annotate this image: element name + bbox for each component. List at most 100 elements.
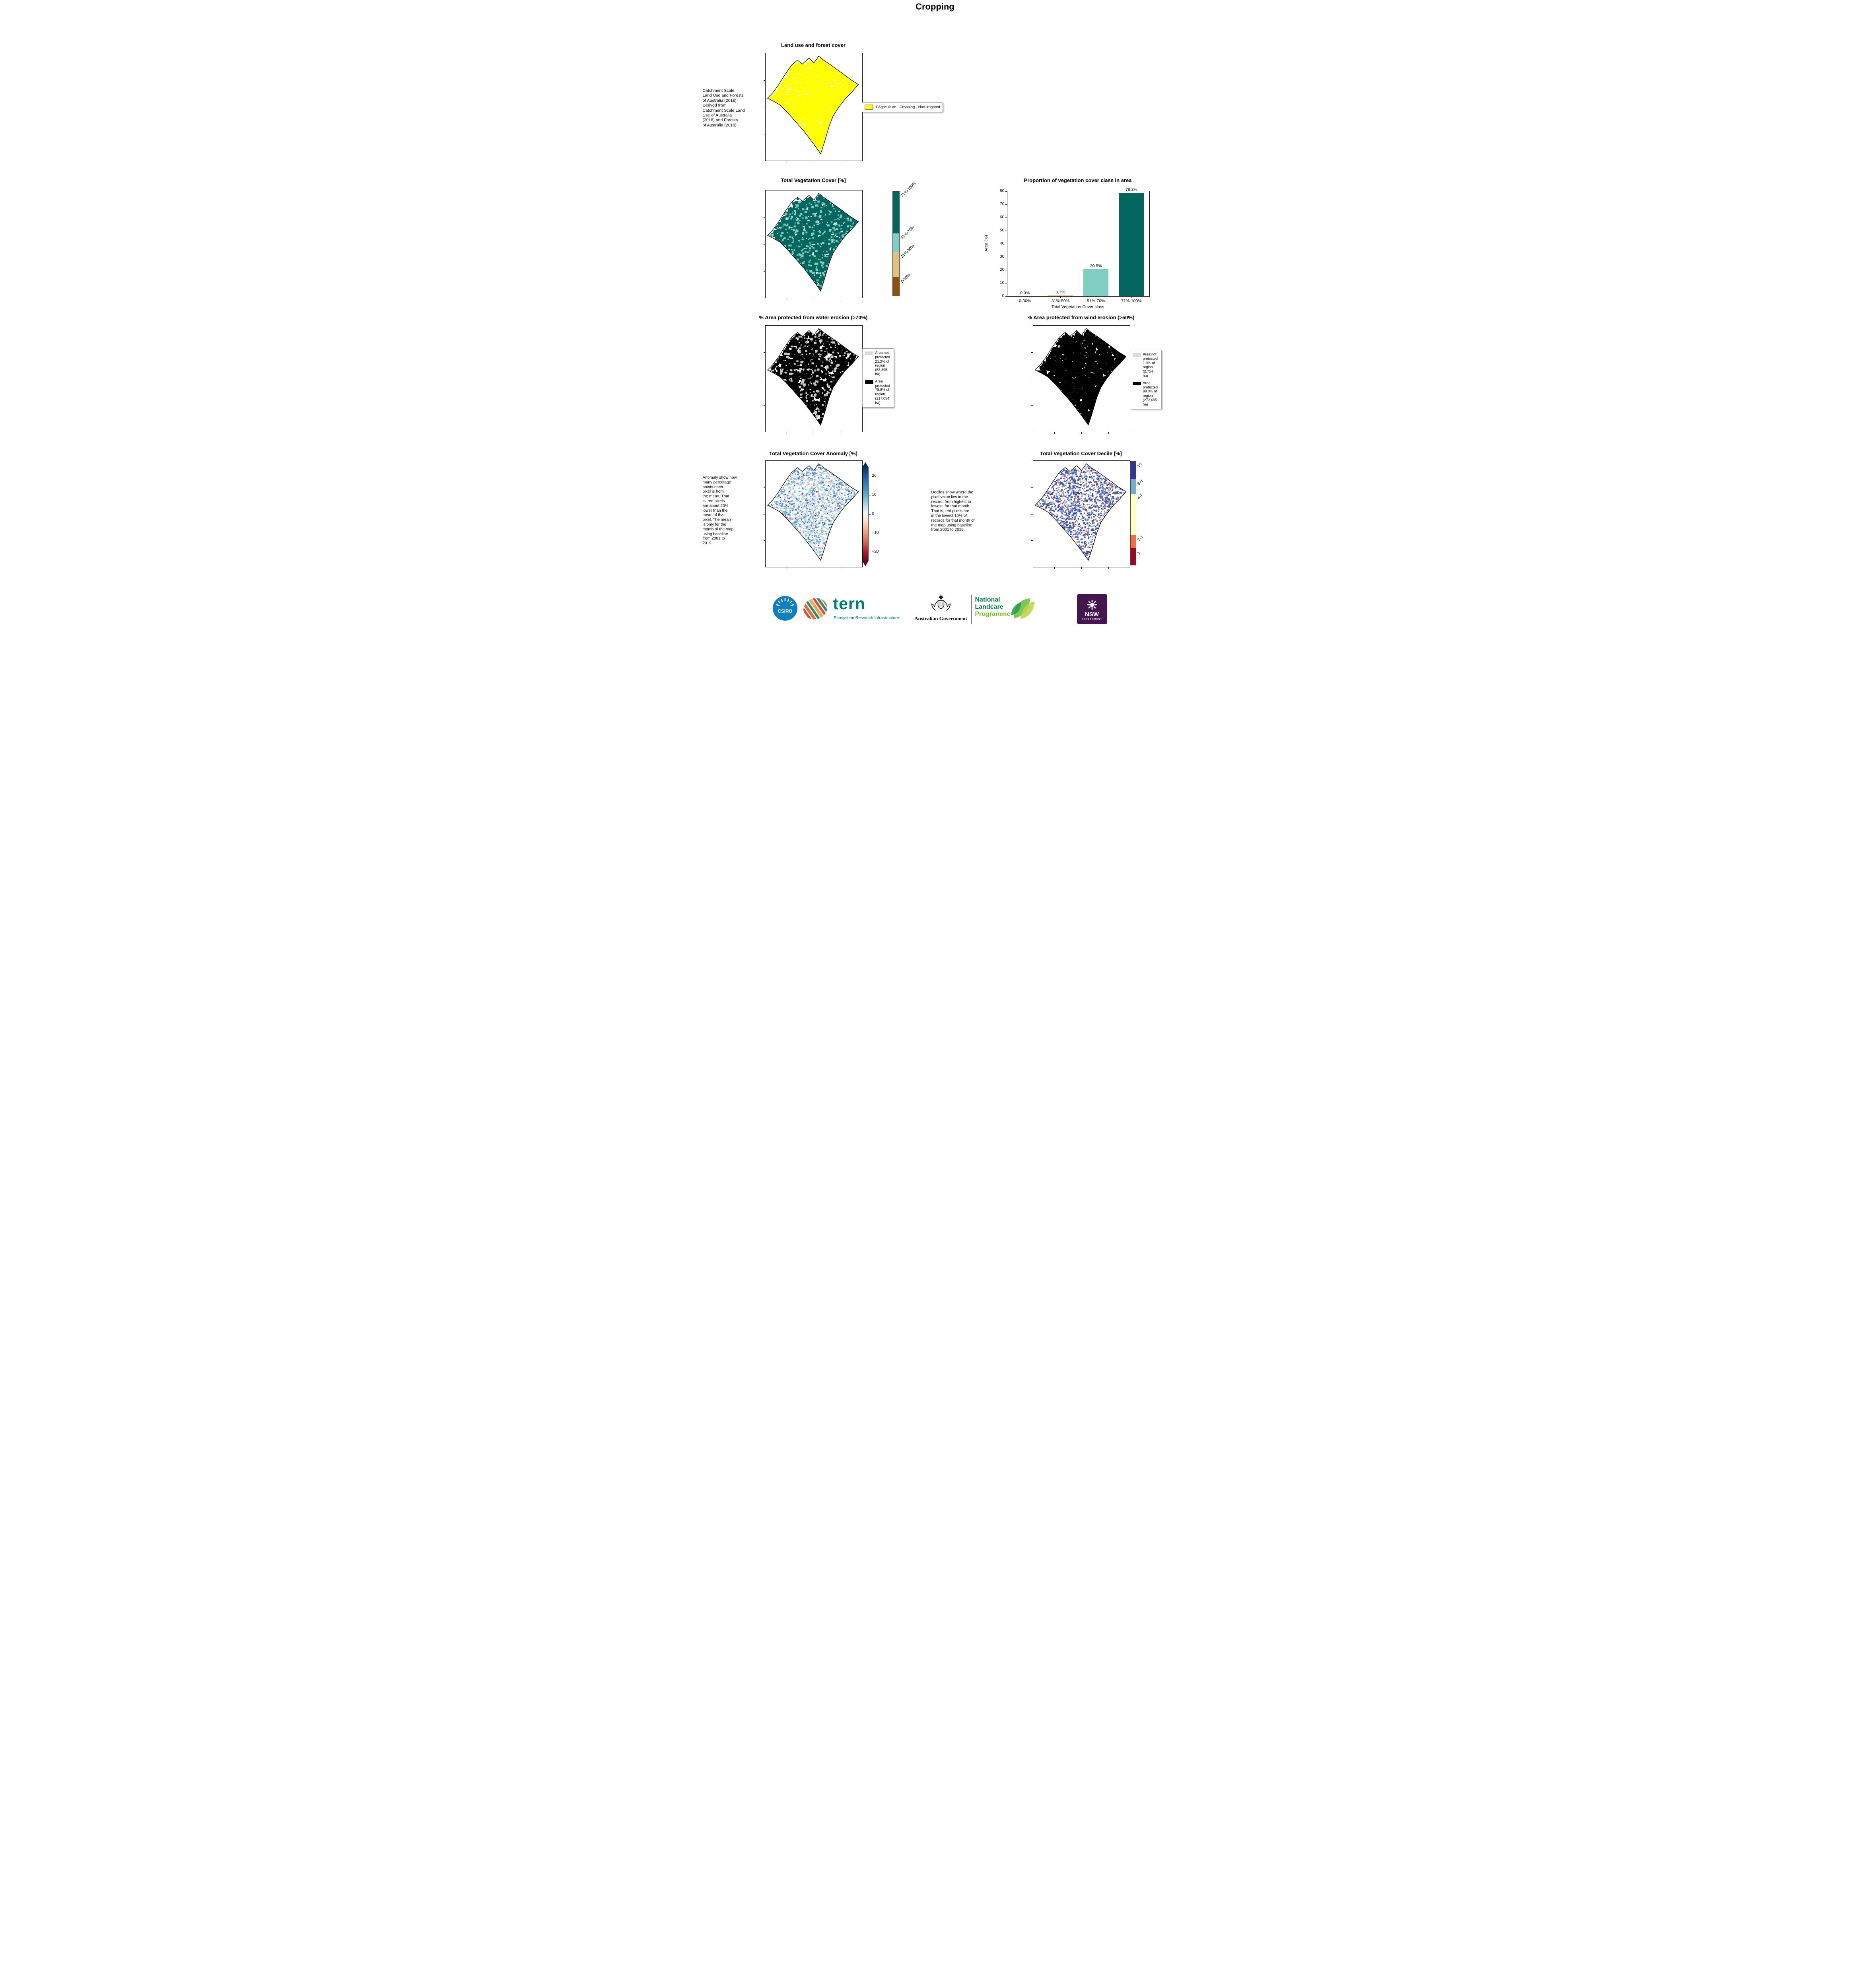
axis-tick xyxy=(1081,567,1082,569)
colorbar-tick-label: 71%-100% xyxy=(900,181,917,198)
report-page: Cropping Land use and forest cover Catch… xyxy=(701,0,1169,629)
x-tick-label: 71%-100% xyxy=(1121,299,1142,303)
colorbar-tick-label: 2-3 xyxy=(1136,535,1144,542)
water-erosion-map-frame xyxy=(763,325,863,434)
y-tick-label: 60 xyxy=(999,215,1005,219)
colorbar-tick-label: 0 xyxy=(872,511,875,516)
axis-tick xyxy=(763,271,765,272)
colorbar-segment xyxy=(1130,479,1136,494)
colorbar-tick-label: 1 xyxy=(1136,551,1141,556)
bar-51%-70% xyxy=(1083,269,1108,296)
bar-value-label: 0.0% xyxy=(1020,291,1030,295)
colorbar-segment xyxy=(1130,462,1136,480)
tern-subtitle: Ecosystem Research Infrastructure xyxy=(834,615,899,620)
nsw-government-label: GOVERNMENT xyxy=(1081,618,1102,621)
waratah-icon xyxy=(1087,600,1097,610)
wind-erosion-map-frame xyxy=(1031,325,1130,434)
y-tick xyxy=(1005,191,1007,192)
wind-erosion-title: % Area protected from wind erosion (>50%… xyxy=(1027,315,1135,320)
legend-item-protected: Area protected 78.8% of region (217,054 … xyxy=(865,379,891,405)
csiro-sun-rays-icon xyxy=(776,598,794,606)
nsw-government-logo: NSW GOVERNMENT xyxy=(1077,594,1107,624)
colorbar-segment xyxy=(892,252,899,277)
bar-value-label: 78.8% xyxy=(1125,187,1137,192)
axis-tick xyxy=(763,540,765,541)
protected-label: Area protected 78.8% of region (217,054 … xyxy=(875,379,890,405)
x-tick-label: 0-30% xyxy=(1019,299,1031,303)
axis-tick xyxy=(1054,432,1055,434)
anomaly-colorbar-bar xyxy=(862,467,869,561)
not-protected-label: Area not protected 1.0% of region (2,754… xyxy=(1143,352,1158,378)
landcare-line2: Landcare xyxy=(975,603,1003,610)
bar-chart-title: Proportion of vegetation cover class in … xyxy=(1024,177,1132,183)
axis-tick xyxy=(1054,567,1055,569)
y-tick-label: 70 xyxy=(999,202,1005,206)
not-protected-swatch xyxy=(865,351,873,355)
tern-logo: tern xyxy=(833,594,865,613)
australian-government-label: Australian Government xyxy=(914,615,967,621)
decile-colorbar: 10 8-9 4-7 2-3 1 xyxy=(1130,461,1169,565)
veg-cover-title: Total Vegetation Cover [%] xyxy=(781,177,846,183)
axis-tick xyxy=(1108,432,1109,434)
legend-item-not-protected: Area not protected 1.0% of region (2,754… xyxy=(1132,352,1159,378)
x-tick-label: 31%-50% xyxy=(1051,299,1070,303)
axis-tick xyxy=(1081,432,1082,434)
australian-government-crest-icon xyxy=(931,594,951,611)
page-title: Cropping xyxy=(916,2,954,12)
axis-tick xyxy=(1031,352,1033,353)
nsw-wordmark: NSW xyxy=(1085,611,1099,618)
axis-tick xyxy=(763,80,765,81)
anomaly-caption: Anomaly show how many percetage points e… xyxy=(702,476,737,546)
colorbar-tick-label: 10 xyxy=(872,492,877,497)
decile-title: Total Vegetation Cover Decile [%] xyxy=(1040,450,1122,456)
bar-value-label: 0.7% xyxy=(1056,289,1065,295)
bar-chart-xlabel: Total Vegetation Cover class xyxy=(1051,305,1104,309)
colorbar-segment xyxy=(892,277,899,296)
colorbar-tick-label: 0-30% xyxy=(900,273,911,284)
colorbar-segment xyxy=(1130,548,1136,565)
bar-71%-100% xyxy=(1119,192,1144,296)
landuse-title: Land use and forest cover xyxy=(781,42,846,48)
landuse-legend-swatch xyxy=(864,105,873,110)
x-tick xyxy=(1060,296,1061,298)
wind-erosion-legend: Area not protected 1.0% of region (2,754… xyxy=(1129,350,1162,409)
colorbar-tick-label: −10 xyxy=(872,530,879,535)
veg-cover-colorbar-bar xyxy=(892,191,900,296)
colorbar-tick-label: 10 xyxy=(1136,462,1143,468)
legend-item-protected: Area protected 99.0% of region (272,695 … xyxy=(1132,381,1159,407)
landuse-legend-label: 1 Agriculture - Cropping - Non-irrigated xyxy=(875,105,940,109)
bar-value-label: 20.5% xyxy=(1090,264,1102,269)
colorbar-segment xyxy=(892,192,899,233)
protected-swatch xyxy=(1132,381,1141,385)
colorbar-tick-label: 4-7 xyxy=(1136,493,1144,501)
bar-31%-50% xyxy=(1048,295,1073,296)
water-erosion-map xyxy=(766,326,862,432)
veg-cover-map-frame xyxy=(763,190,863,300)
y-tick-label: 40 xyxy=(999,241,1005,246)
y-tick-label: 50 xyxy=(999,228,1005,233)
axis-tick xyxy=(1108,567,1109,569)
legend-item-not-protected: Area not protected 21.2% of region (58,3… xyxy=(865,351,891,377)
colorbar-extend-up xyxy=(862,462,868,467)
landcare-line3: Programme xyxy=(975,610,1011,617)
axis-tick xyxy=(763,244,765,245)
x-tick-label: 51%-70% xyxy=(1087,299,1105,303)
not-protected-label: Area not protected 21.2% of region (58,3… xyxy=(875,351,890,376)
decile-caption: Deciles show where the pixel value lies … xyxy=(931,490,975,532)
landuse-map-frame xyxy=(763,53,863,163)
bar-chart-ylabel: Area (%) xyxy=(984,235,989,252)
anomaly-map-frame xyxy=(763,460,863,569)
colorbar-segment xyxy=(1130,535,1136,549)
csiro-wordmark: CSIRO xyxy=(778,609,792,614)
y-tick xyxy=(1005,217,1007,218)
colorbar-tick-label: −20 xyxy=(872,549,879,554)
veg-cover-colorbar: 71%-100% 51%-70% 31%-50% 0-30% xyxy=(892,181,940,296)
colorbar-tick-label: 20 xyxy=(872,474,877,478)
landuse-caption: Catchment Scale Land Use and Forests of … xyxy=(702,88,745,128)
axis-tick xyxy=(763,405,765,406)
axis-tick xyxy=(1031,540,1033,541)
colorbar-tick-label: 51%-70% xyxy=(900,225,916,240)
y-tick-label: 30 xyxy=(999,254,1005,259)
axis-tick xyxy=(763,487,765,488)
landcare-leaves-icon xyxy=(1011,598,1035,619)
